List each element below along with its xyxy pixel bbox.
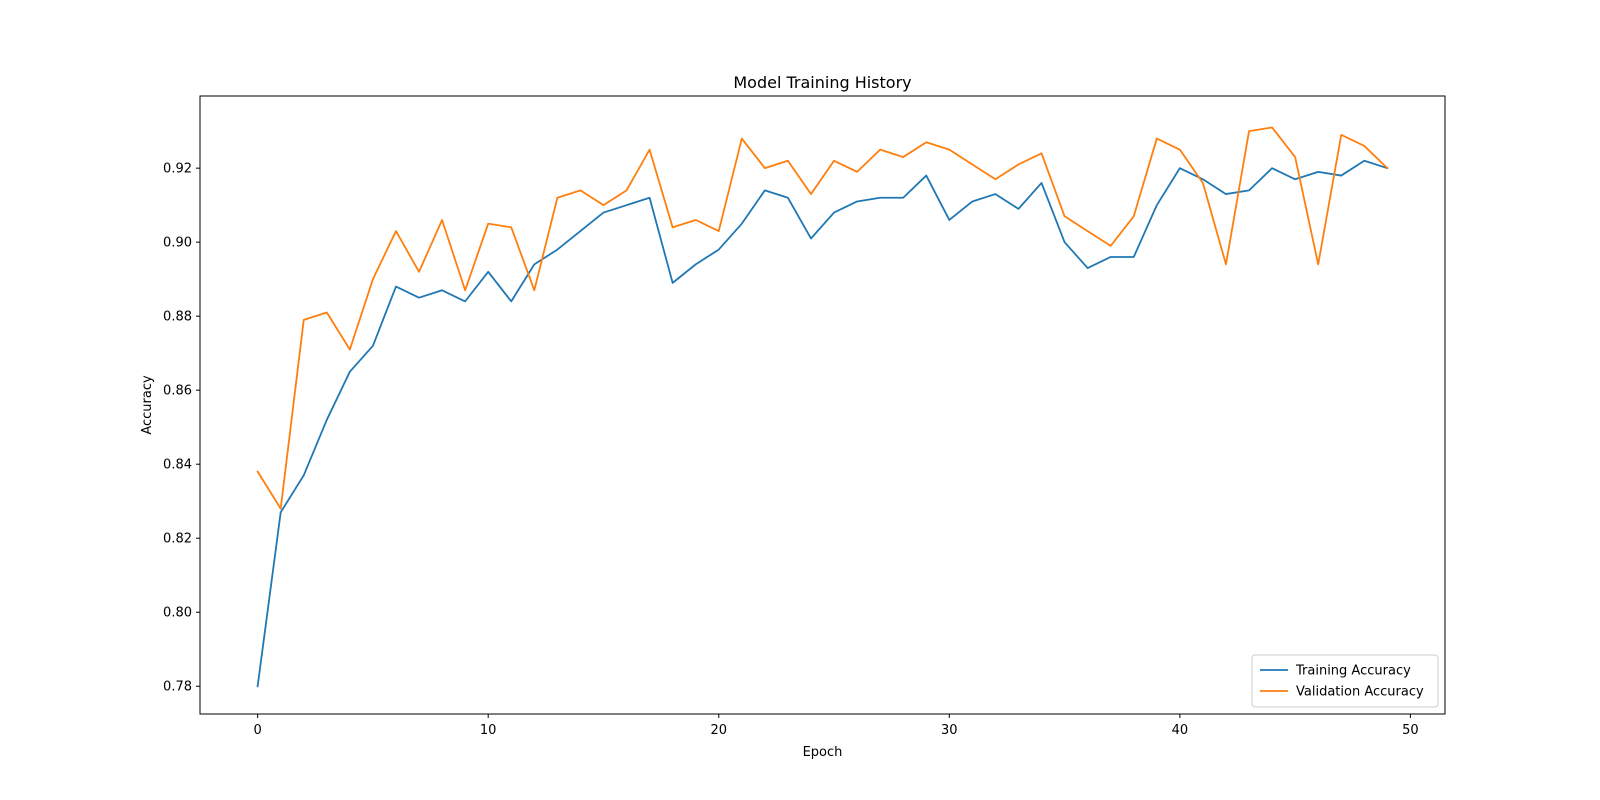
y-axis-ticks: 0.78 0.80 0.82 0.84 0.86 0.88 0.90 0.92 bbox=[163, 162, 200, 695]
x-tick-label: 0 bbox=[253, 723, 261, 738]
x-tick-label: 30 bbox=[941, 723, 958, 738]
plot-frame bbox=[199, 95, 1446, 715]
y-tick-label: 0.82 bbox=[163, 532, 192, 547]
y-tick-label: 0.84 bbox=[163, 458, 192, 473]
x-tick-label: 40 bbox=[1172, 723, 1189, 738]
x-axis-ticks: 0 10 20 30 40 50 bbox=[253, 714, 1419, 738]
x-tick-label: 20 bbox=[710, 723, 727, 738]
chart-title: Model Training History bbox=[733, 73, 911, 92]
legend: Training Accuracy Validation Accuracy bbox=[1251, 654, 1439, 708]
legend-entry-label: Training Accuracy bbox=[1295, 664, 1411, 679]
legend-entry-label: Validation Accuracy bbox=[1296, 685, 1424, 700]
y-tick-label: 0.80 bbox=[163, 606, 192, 621]
y-tick-label: 0.78 bbox=[163, 680, 192, 695]
legend-box bbox=[1251, 654, 1439, 708]
x-tick-label: 50 bbox=[1402, 723, 1419, 738]
x-axis-label: Epoch bbox=[803, 745, 843, 760]
y-tick-label: 0.90 bbox=[163, 236, 192, 251]
series-layer bbox=[256, 126, 1389, 688]
y-tick-label: 0.86 bbox=[163, 384, 192, 399]
y-tick-label: 0.88 bbox=[163, 310, 192, 325]
y-axis-label: Accuracy bbox=[140, 375, 155, 435]
series-line-validation-accuracy bbox=[256, 126, 1389, 510]
y-tick-label: 0.92 bbox=[163, 162, 192, 177]
x-tick-label: 10 bbox=[480, 723, 497, 738]
